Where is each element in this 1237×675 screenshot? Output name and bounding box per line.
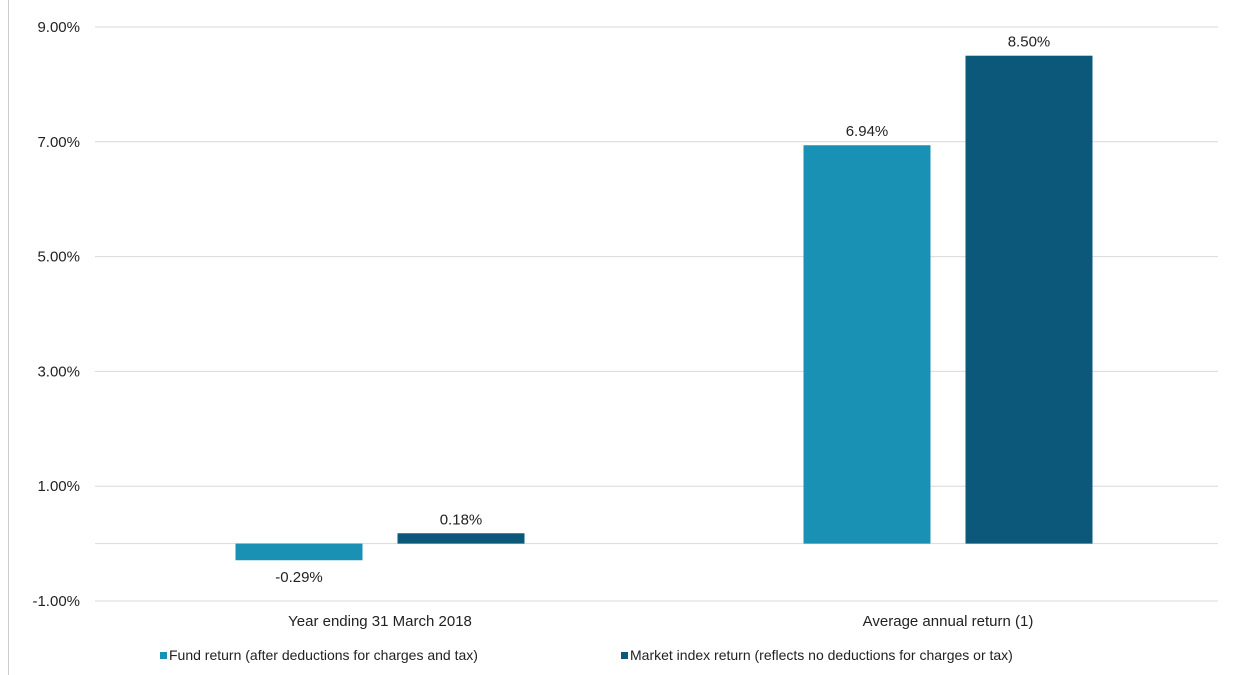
data-label-series-0-cat-0: -0.29%	[275, 569, 323, 586]
category-labels: Year ending 31 March 2018 Average annual …	[288, 613, 1033, 630]
category-label: Average annual return (1)	[863, 613, 1034, 630]
data-label-series-1-cat-0: 0.18%	[440, 511, 483, 528]
legend-swatch	[621, 652, 628, 659]
y-tick-label: 5.00%	[37, 249, 80, 266]
y-tick-label: -1.00%	[32, 593, 80, 610]
legend-swatch	[160, 652, 167, 659]
gridlines	[95, 26, 1218, 602]
legend: Fund return (after deductions for charge…	[160, 647, 1013, 663]
data-label-series-0-cat-1: 6.94%	[846, 123, 889, 140]
y-tick-label: 1.00%	[37, 478, 80, 495]
legend-label: Fund return (after deductions for charge…	[169, 647, 478, 663]
data-labels: -0.29% 6.94% 0.18% 8.50%	[275, 34, 1050, 587]
data-label-series-1-cat-1: 8.50%	[1008, 34, 1051, 51]
category-label: Year ending 31 March 2018	[288, 613, 472, 630]
y-tick-label: 7.00%	[37, 134, 80, 151]
bar-series-0-cat-1	[803, 145, 931, 544]
y-tick-label: 9.00%	[37, 19, 80, 36]
bar-series-1-cat-1	[965, 55, 1093, 544]
y-axis-tick-labels: 9.00% 7.00% 5.00% 3.00% 1.00% -1.00%	[32, 19, 80, 610]
y-tick-label: 3.00%	[37, 363, 80, 380]
bar-series-1-cat-0	[397, 533, 525, 544]
legend-label: Market index return (reflects no deducti…	[630, 647, 1013, 663]
bars	[235, 55, 1093, 561]
bar-series-0-cat-0	[235, 543, 363, 561]
